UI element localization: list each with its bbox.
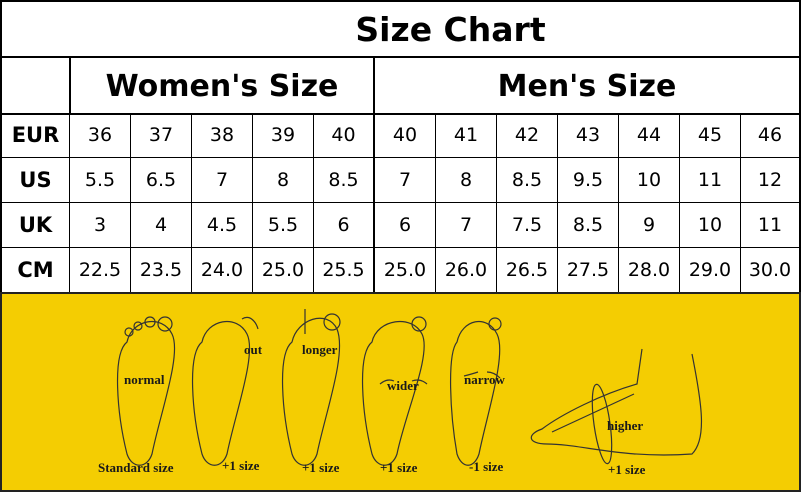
foot-longer-icon [281, 309, 341, 466]
foot-wider-icon [361, 316, 428, 466]
size-cell: 40 [314, 113, 375, 158]
foot-advice-narrow: -1 size [469, 459, 504, 474]
size-cell: 36 [70, 113, 131, 158]
size-cell: 26.5 [497, 248, 558, 293]
size-cell: 11 [680, 158, 741, 203]
row-label-cm: CM [2, 248, 70, 293]
mens-size-header: Men's Size [375, 58, 799, 115]
size-cell: 23.5 [131, 248, 192, 293]
row-label-us: US [2, 158, 70, 203]
foot-type-guide: normal Standard size out +1 size longer … [0, 292, 801, 492]
size-cell: 25.0 [375, 248, 436, 293]
size-cell: 29.0 [680, 248, 741, 293]
size-cell: 10 [619, 158, 680, 203]
size-cell: 38 [192, 113, 253, 158]
size-cell: 8.5 [558, 203, 619, 248]
foot-higher-icon [530, 348, 703, 465]
size-cell: 8 [436, 158, 497, 203]
size-cell: 7 [436, 203, 497, 248]
size-cell: 46 [741, 113, 799, 158]
size-cell: 4.5 [192, 203, 253, 248]
row-label-eur: EUR [2, 113, 70, 158]
size-cell: 30.0 [741, 248, 799, 293]
size-cell: 41 [436, 113, 497, 158]
size-cell: 12 [741, 158, 799, 203]
foot-label-normal: normal [124, 372, 165, 387]
size-cell: 6 [375, 203, 436, 248]
foot-advice-normal: Standard size [98, 460, 174, 475]
size-cell: 42 [497, 113, 558, 158]
size-cell: 26.0 [436, 248, 497, 293]
size-cell: 6.5 [131, 158, 192, 203]
foot-advice-longer: +1 size [302, 460, 340, 475]
size-cell: 5.5 [70, 158, 131, 203]
foot-illustrations: normal Standard size out +1 size longer … [98, 309, 703, 477]
size-cell: 6 [314, 203, 375, 248]
foot-label-longer: longer [302, 342, 338, 357]
size-cell: 7.5 [497, 203, 558, 248]
size-cell: 8.5 [314, 158, 375, 203]
foot-advice-wider: +1 size [380, 460, 418, 475]
size-chart-table: Size Chart Women's Size Men's Size EUR 36… [0, 0, 801, 293]
size-cell: 7 [375, 158, 436, 203]
size-cell: 27.5 [558, 248, 619, 293]
size-cell: 7 [192, 158, 253, 203]
size-cell: 3 [70, 203, 131, 248]
foot-label-narrow: narrow [464, 372, 506, 387]
size-cell: 39 [253, 113, 314, 158]
size-cell: 8 [253, 158, 314, 203]
size-cell: 9 [619, 203, 680, 248]
size-cell: 44 [619, 113, 680, 158]
womens-size-header: Women's Size [70, 58, 375, 115]
size-cell: 43 [558, 113, 619, 158]
foot-label-higher: higher [607, 418, 643, 433]
size-cell: 9.5 [558, 158, 619, 203]
size-cell: 4 [131, 203, 192, 248]
size-cell: 40 [375, 113, 436, 158]
foot-label-wider: wider [387, 378, 419, 393]
size-cell: 5.5 [253, 203, 314, 248]
size-cell: 45 [680, 113, 741, 158]
size-cell: 10 [680, 203, 741, 248]
row-label-uk: UK [2, 203, 70, 248]
size-cell: 24.0 [192, 248, 253, 293]
size-cell: 28.0 [619, 248, 680, 293]
foot-advice-higher: +1 size [608, 462, 646, 477]
size-cell: 22.5 [70, 248, 131, 293]
foot-out-icon [191, 316, 259, 466]
size-cell: 8.5 [497, 158, 558, 203]
foot-advice-out: +1 size [222, 458, 260, 473]
corner-cell [2, 58, 70, 115]
size-cell: 25.5 [314, 248, 375, 293]
size-cell: 11 [741, 203, 799, 248]
foot-normal-icon [116, 316, 176, 466]
chart-title: Size Chart [2, 2, 799, 58]
foot-narrow-icon [449, 317, 502, 466]
foot-label-out: out [244, 342, 263, 357]
size-cell: 25.0 [253, 248, 314, 293]
size-cell: 37 [131, 113, 192, 158]
